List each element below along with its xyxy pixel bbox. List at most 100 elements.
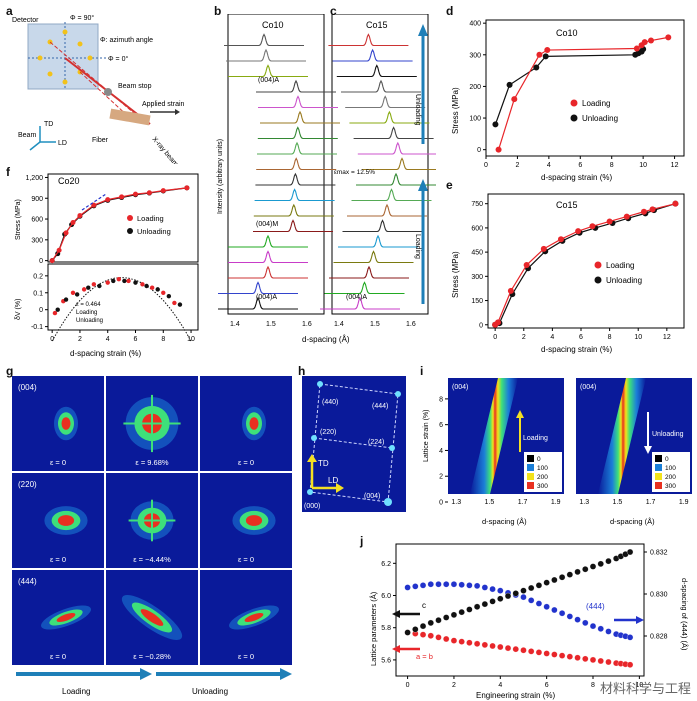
panel-i-ytick-label: 8 bbox=[439, 396, 443, 403]
panel-b-peak bbox=[253, 219, 333, 233]
panel-j-c-point bbox=[605, 558, 612, 565]
panel-j-ab-point bbox=[450, 637, 458, 644]
panel-f-dv-loading-point bbox=[52, 310, 58, 316]
panel-f-bot-ytick-label: 0.2 bbox=[33, 273, 43, 280]
panel-g-cell: ε = −0.28% bbox=[106, 570, 198, 665]
panel-j-444-point bbox=[481, 584, 488, 591]
panel-j-444-point bbox=[412, 583, 419, 590]
panel-i-colorbar-swatch bbox=[655, 455, 662, 462]
panel-g-spot bbox=[232, 506, 276, 535]
b-xtick-1: 1.5 bbox=[266, 321, 276, 328]
panel-j-c-point bbox=[450, 611, 458, 618]
panel-e-loading-point bbox=[672, 200, 679, 207]
panel-f-bot-frame bbox=[47, 263, 199, 331]
panel-g-cell: (220) ε = 0 bbox=[12, 473, 104, 568]
panel-f-legend-bot-loading: Loading bbox=[76, 310, 97, 316]
panel-j-xlabel: Engineering strain (%) bbox=[476, 691, 555, 700]
panel-j-444-point bbox=[543, 603, 550, 610]
panel-f-dv-unloading-point bbox=[111, 278, 116, 284]
panel-f-loading-point bbox=[119, 194, 125, 200]
panel-g-strain-label: ε = 0 bbox=[238, 652, 254, 661]
panel-j-ab-point bbox=[582, 655, 589, 662]
panel-f-loading-point bbox=[105, 197, 111, 203]
panel-i-xtick-label: 1.3 bbox=[451, 499, 461, 506]
panel-i-colorbar-swatch bbox=[527, 482, 534, 489]
fiber-label: Fiber bbox=[92, 137, 109, 144]
panel-f-dv-loading-point bbox=[161, 290, 166, 295]
panel-f-dv-loading-point bbox=[149, 285, 155, 290]
panel-j-444-point bbox=[574, 616, 581, 623]
panel-i-xtick-label: 1.9 bbox=[679, 499, 689, 506]
panel-e-loading-point bbox=[623, 213, 630, 220]
panel-e-xtick-label: 6 bbox=[579, 334, 583, 341]
panel-f-title: Co20 bbox=[58, 176, 80, 186]
panel-c-peak bbox=[357, 141, 436, 155]
panel-f-dv-unloading-point bbox=[55, 307, 60, 312]
panel-c-peak bbox=[342, 219, 423, 233]
panel-b-peak bbox=[228, 265, 308, 279]
panel-g-strain-label: ε = 0 bbox=[50, 652, 66, 661]
spot-220 bbox=[311, 435, 317, 441]
panel-b-peak bbox=[218, 296, 298, 310]
panel-j-c-point bbox=[427, 619, 434, 627]
spot-label-004: (004) bbox=[364, 493, 380, 500]
panel-d-xlabel: d-spacing strain (%) bbox=[541, 173, 612, 182]
panel-c-peak bbox=[351, 188, 432, 202]
panel-b-ylabel: Intensity (arbitrary units) bbox=[217, 139, 224, 214]
panel-f-dv-unloading-point bbox=[166, 293, 172, 299]
panel-j-444-point bbox=[520, 593, 527, 601]
panel-c-emax-label: εmax = 12.5% bbox=[334, 169, 375, 176]
panel-i-colorbar-label: 200 bbox=[537, 474, 548, 481]
panel-i-ytick-label: 0 bbox=[439, 500, 443, 507]
panel-d-xtick-label: 2 bbox=[515, 162, 519, 169]
panel-j-c-point bbox=[473, 603, 481, 610]
panel-f-chart: Co20 Stress (MPa) δV (%) d-spacing strai… bbox=[15, 173, 199, 358]
panel-j-444-point bbox=[419, 582, 427, 589]
panel-label-f: f bbox=[6, 165, 10, 179]
panel-f-dv-unloading-point bbox=[144, 283, 149, 289]
panel-f-ylabel-top: Stress (MPa) bbox=[15, 199, 22, 240]
panel-j-c-point bbox=[435, 617, 442, 624]
panel-label-j: j bbox=[360, 534, 364, 548]
panel-j-c-point bbox=[535, 582, 543, 589]
panel-j-ab-point bbox=[528, 648, 535, 655]
panel-c-peak bbox=[338, 234, 418, 248]
panel-f-top-ytick-label: 1,200 bbox=[25, 175, 43, 182]
b-xtick-2: 1.6 bbox=[302, 321, 312, 328]
panel-i-xtick-label: 1.9 bbox=[551, 499, 561, 506]
b-xtick-0: 1.4 bbox=[230, 321, 240, 328]
panel-g-spot bbox=[41, 605, 91, 630]
panel-j-xtick-label: 0 bbox=[406, 682, 410, 689]
panel-j-ab-point bbox=[435, 634, 442, 641]
panel-c-peak bbox=[336, 64, 417, 78]
panel-c-peak bbox=[333, 250, 414, 264]
panel-i-ytick-label: 6 bbox=[439, 422, 443, 429]
panel-d-frame bbox=[485, 19, 685, 157]
panel-d-xtick-label: 10 bbox=[639, 162, 647, 169]
panel-j-444-point bbox=[582, 619, 589, 627]
panel-j-c-point bbox=[419, 622, 427, 630]
panel-e-legend-unloading: Unloading bbox=[606, 276, 642, 285]
panel-e-loading-point bbox=[507, 287, 514, 294]
panel-j-ab-point bbox=[626, 661, 634, 668]
spot-224 bbox=[389, 445, 395, 451]
panel-g-strain-label: ε = 0 bbox=[238, 555, 254, 564]
panel-f-dv-unloading-point bbox=[177, 302, 183, 307]
panel-g-spot-core bbox=[244, 613, 264, 622]
td-axis-label: TD bbox=[44, 121, 53, 128]
panel-e-legend-unloading-marker bbox=[594, 276, 602, 284]
panel-i-hkl-right: (004) bbox=[580, 384, 596, 391]
panel-i-colorbar-swatch bbox=[527, 473, 534, 480]
panel-d-ylabel: Stress (MPa) bbox=[451, 87, 460, 134]
panel-j-444-point bbox=[535, 600, 543, 607]
panel-d-loading-point bbox=[665, 34, 672, 41]
panel-j-444-point bbox=[497, 587, 504, 594]
panel-f-dv-loading-point bbox=[172, 300, 177, 306]
panel-e-loading-point bbox=[523, 262, 530, 269]
panel-j-c-point bbox=[497, 595, 504, 602]
panel-b-peak bbox=[260, 110, 340, 124]
panel-b-peak bbox=[254, 188, 335, 202]
panel-b-peak bbox=[257, 126, 338, 140]
panel-g-strain-label: ε = 0 bbox=[50, 458, 66, 467]
panel-b-peak bbox=[226, 48, 306, 62]
